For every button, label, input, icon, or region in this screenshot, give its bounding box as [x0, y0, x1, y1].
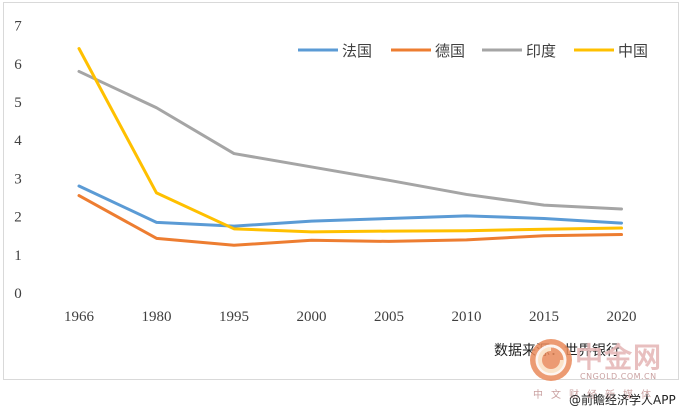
legend-label-3: 中国	[618, 42, 648, 60]
legend-label-0: 法国	[342, 42, 372, 60]
series-line-3	[77, 47, 623, 234]
y-tick-label: 6	[14, 57, 22, 73]
chart-frame: 0 1 2 3 4 5 6 7 1966 1980 1995 2000 2005 2010 2015 202…	[3, 2, 679, 380]
x-tick-label: 2000	[297, 309, 327, 325]
gold-coin-icon	[530, 339, 572, 381]
watermark-url: CNGOLD.COM.CN	[580, 372, 657, 381]
x-tick-label: 2020	[607, 309, 637, 325]
watermark-subtitle: 中文财经新媒体	[533, 390, 659, 401]
legend-label-2: 印度	[526, 42, 556, 60]
legend-label-1: 德国	[435, 42, 465, 60]
x-tick-label: 2015	[529, 309, 559, 325]
y-tick-label: 7	[14, 19, 22, 35]
y-tick-label: 2	[14, 210, 22, 226]
series-line-0	[77, 184, 623, 228]
series-line-2	[77, 69, 623, 211]
line-chart: 0 1 2 3 4 5 6 7 1966 1980 1995 2000 2005 2010 2015 202…	[14, 19, 648, 325]
y-tick-label: 0	[14, 286, 22, 302]
y-tick-label: 1	[14, 248, 22, 264]
y-tick-label: 4	[14, 133, 22, 149]
series-line-1	[77, 194, 623, 247]
credit-text: @前瞻经济学人APP	[569, 393, 676, 407]
watermark-title: 中金网	[575, 341, 663, 374]
y-tick-label: 3	[14, 171, 22, 187]
x-tick-label: 1995	[219, 309, 249, 325]
x-tick-label: 1966	[64, 309, 95, 325]
x-tick-label: 2010	[452, 309, 482, 325]
y-tick-label: 5	[14, 95, 22, 111]
x-tick-label: 1980	[142, 309, 172, 325]
x-tick-label: 2005	[374, 309, 404, 325]
